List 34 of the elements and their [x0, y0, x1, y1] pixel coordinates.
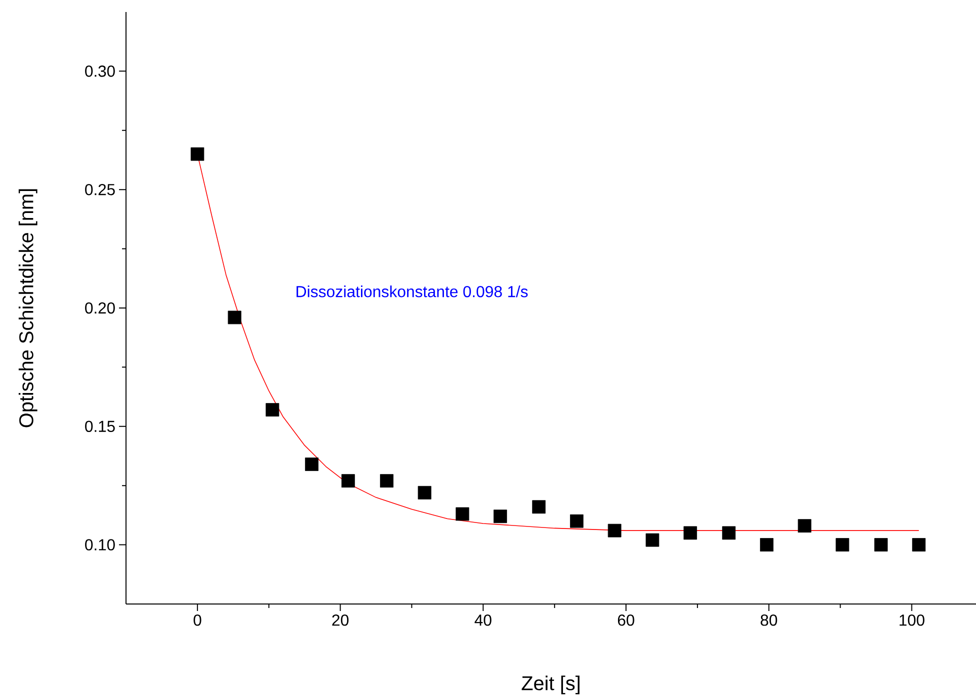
point [228, 310, 242, 324]
point [912, 538, 926, 552]
x-tick-label: 0 [194, 614, 202, 626]
point [341, 474, 355, 488]
point [494, 510, 507, 524]
point [266, 403, 280, 417]
point [684, 526, 697, 540]
point [570, 514, 584, 528]
annotation: Dissoziationskonstante 0.098 1/s [296, 286, 528, 298]
y-tick-label: 0.10 [85, 539, 115, 550]
x-axis-title: Zeit [s] [522, 676, 580, 694]
y-tick-label: 0.30 [85, 66, 115, 77]
y-tick-label: 0.15 [85, 420, 115, 432]
y-tick-label: 0.25 [85, 184, 115, 196]
point [836, 538, 850, 552]
x-tick-label: 20 [332, 614, 349, 626]
point [646, 533, 660, 547]
x-tick-label: 60 [618, 614, 634, 626]
point [418, 486, 432, 500]
point [190, 147, 204, 161]
y-tick-label: 0.20 [85, 302, 115, 314]
point [760, 538, 774, 552]
y-axis-title: Optische Schichtdicke [nm] [18, 189, 38, 428]
point [532, 500, 546, 514]
point [380, 474, 394, 488]
point [305, 458, 318, 471]
x-tick-label: 80 [760, 614, 778, 626]
point [798, 519, 812, 533]
point [608, 524, 622, 538]
point [874, 538, 888, 552]
point [456, 507, 470, 521]
point [722, 526, 736, 540]
x-tick-label: 100 [900, 614, 924, 626]
x-tick-label: 40 [474, 614, 492, 626]
